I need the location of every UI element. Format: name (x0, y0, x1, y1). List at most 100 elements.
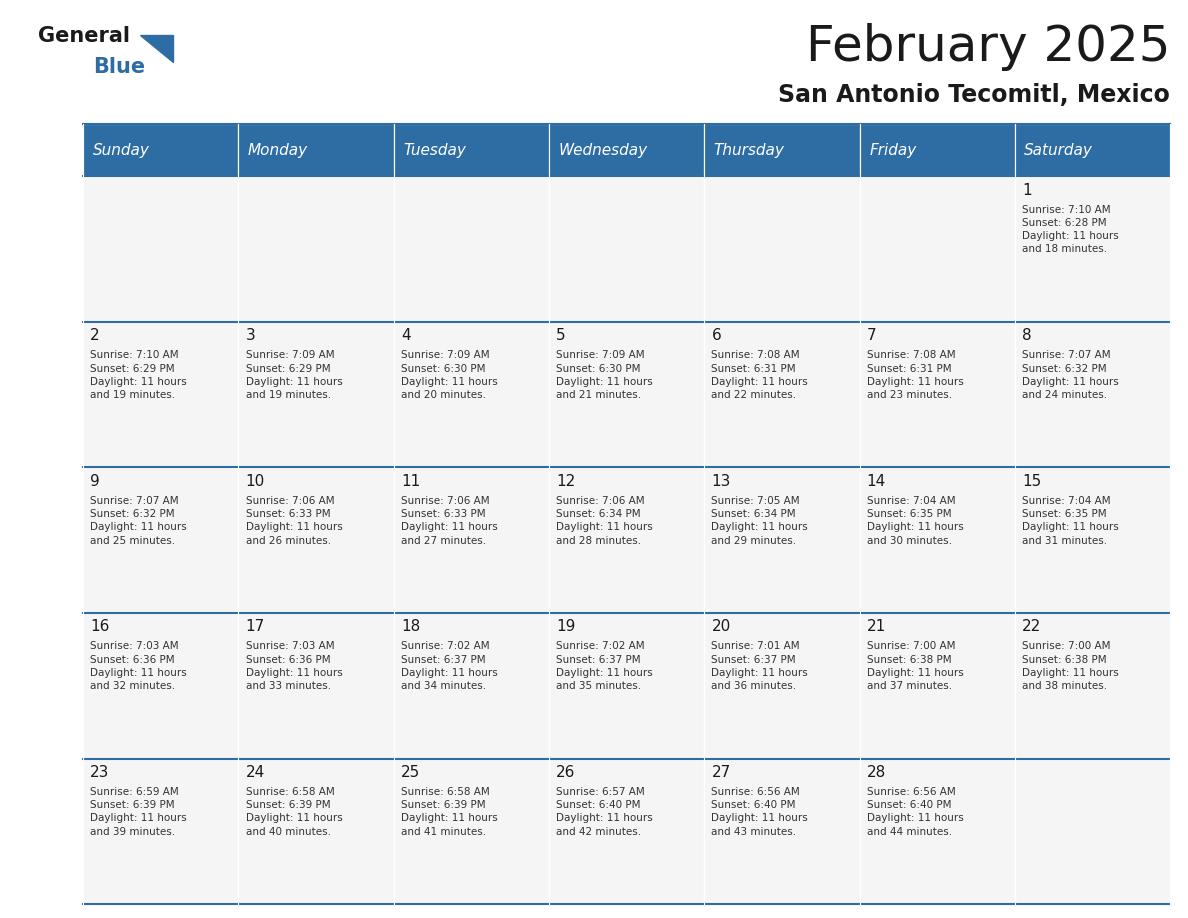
Text: Sunrise: 6:58 AM
Sunset: 6:39 PM
Daylight: 11 hours
and 41 minutes.: Sunrise: 6:58 AM Sunset: 6:39 PM Dayligh… (400, 787, 498, 836)
Text: 27: 27 (712, 765, 731, 780)
Text: February 2025: February 2025 (805, 23, 1170, 71)
Bar (393, 613, 549, 758)
Text: 7: 7 (867, 329, 877, 343)
Text: 19: 19 (556, 620, 575, 634)
Bar (393, 176, 549, 322)
Bar (393, 758, 549, 904)
Text: Sunrise: 7:02 AM
Sunset: 6:37 PM
Daylight: 11 hours
and 35 minutes.: Sunrise: 7:02 AM Sunset: 6:37 PM Dayligh… (556, 642, 653, 691)
Polygon shape (140, 35, 173, 62)
Text: 9: 9 (90, 474, 100, 489)
Bar (860, 322, 1015, 467)
Text: Sunrise: 6:59 AM
Sunset: 6:39 PM
Daylight: 11 hours
and 39 minutes.: Sunrise: 6:59 AM Sunset: 6:39 PM Dayligh… (90, 787, 187, 836)
Bar (239, 176, 393, 322)
Text: 25: 25 (400, 765, 421, 780)
Text: Sunrise: 7:03 AM
Sunset: 6:36 PM
Daylight: 11 hours
and 33 minutes.: Sunrise: 7:03 AM Sunset: 6:36 PM Dayligh… (246, 642, 342, 691)
Text: 5: 5 (556, 329, 565, 343)
Text: Saturday: Saturday (1024, 142, 1093, 158)
Text: 15: 15 (1022, 474, 1041, 489)
Text: 28: 28 (867, 765, 886, 780)
Bar (704, 322, 860, 467)
Text: Sunrise: 7:01 AM
Sunset: 6:37 PM
Daylight: 11 hours
and 36 minutes.: Sunrise: 7:01 AM Sunset: 6:37 PM Dayligh… (712, 642, 808, 691)
Bar (83, 124, 239, 176)
Text: 26: 26 (556, 765, 575, 780)
Text: Sunrise: 7:06 AM
Sunset: 6:33 PM
Daylight: 11 hours
and 27 minutes.: Sunrise: 7:06 AM Sunset: 6:33 PM Dayligh… (400, 496, 498, 545)
Bar (83, 176, 239, 322)
Text: Sunrise: 7:03 AM
Sunset: 6:36 PM
Daylight: 11 hours
and 32 minutes.: Sunrise: 7:03 AM Sunset: 6:36 PM Dayligh… (90, 642, 187, 691)
Text: Sunrise: 7:06 AM
Sunset: 6:33 PM
Daylight: 11 hours
and 26 minutes.: Sunrise: 7:06 AM Sunset: 6:33 PM Dayligh… (246, 496, 342, 545)
Text: Sunrise: 6:58 AM
Sunset: 6:39 PM
Daylight: 11 hours
and 40 minutes.: Sunrise: 6:58 AM Sunset: 6:39 PM Dayligh… (246, 787, 342, 836)
Text: 17: 17 (246, 620, 265, 634)
Text: 24: 24 (246, 765, 265, 780)
Bar (549, 613, 704, 758)
Text: Sunrise: 6:57 AM
Sunset: 6:40 PM
Daylight: 11 hours
and 42 minutes.: Sunrise: 6:57 AM Sunset: 6:40 PM Dayligh… (556, 787, 653, 836)
Bar (83, 758, 239, 904)
Bar (704, 613, 860, 758)
Text: Thursday: Thursday (714, 142, 785, 158)
Text: 11: 11 (400, 474, 421, 489)
Text: 2: 2 (90, 329, 100, 343)
Text: General: General (38, 26, 129, 46)
Text: 22: 22 (1022, 620, 1041, 634)
Text: Sunrise: 7:09 AM
Sunset: 6:30 PM
Daylight: 11 hours
and 21 minutes.: Sunrise: 7:09 AM Sunset: 6:30 PM Dayligh… (556, 351, 653, 400)
Text: 14: 14 (867, 474, 886, 489)
Text: 20: 20 (712, 620, 731, 634)
Text: Sunrise: 7:07 AM
Sunset: 6:32 PM
Daylight: 11 hours
and 24 minutes.: Sunrise: 7:07 AM Sunset: 6:32 PM Dayligh… (1022, 351, 1119, 400)
Text: 6: 6 (712, 329, 721, 343)
Bar (1015, 613, 1170, 758)
Bar (860, 176, 1015, 322)
Bar (1015, 124, 1170, 176)
Text: Monday: Monday (248, 142, 308, 158)
Bar (239, 322, 393, 467)
Text: 1: 1 (1022, 183, 1031, 197)
Bar (860, 467, 1015, 613)
Text: Sunrise: 6:56 AM
Sunset: 6:40 PM
Daylight: 11 hours
and 44 minutes.: Sunrise: 6:56 AM Sunset: 6:40 PM Dayligh… (867, 787, 963, 836)
Bar (239, 467, 393, 613)
Bar (393, 124, 549, 176)
Bar (860, 124, 1015, 176)
Bar (239, 124, 393, 176)
Bar (704, 758, 860, 904)
Text: Sunrise: 7:09 AM
Sunset: 6:29 PM
Daylight: 11 hours
and 19 minutes.: Sunrise: 7:09 AM Sunset: 6:29 PM Dayligh… (246, 351, 342, 400)
Text: 16: 16 (90, 620, 109, 634)
Bar (549, 758, 704, 904)
Text: Sunrise: 6:56 AM
Sunset: 6:40 PM
Daylight: 11 hours
and 43 minutes.: Sunrise: 6:56 AM Sunset: 6:40 PM Dayligh… (712, 787, 808, 836)
Bar (704, 176, 860, 322)
Text: 23: 23 (90, 765, 109, 780)
Bar (1015, 322, 1170, 467)
Bar (860, 758, 1015, 904)
Text: 18: 18 (400, 620, 421, 634)
Text: 21: 21 (867, 620, 886, 634)
Text: Blue: Blue (93, 57, 145, 77)
Text: Sunrise: 7:02 AM
Sunset: 6:37 PM
Daylight: 11 hours
and 34 minutes.: Sunrise: 7:02 AM Sunset: 6:37 PM Dayligh… (400, 642, 498, 691)
Text: Friday: Friday (870, 142, 916, 158)
Bar (1015, 467, 1170, 613)
Text: San Antonio Tecomitl, Mexico: San Antonio Tecomitl, Mexico (778, 83, 1170, 106)
Bar (393, 322, 549, 467)
Text: 12: 12 (556, 474, 575, 489)
Text: Sunrise: 7:05 AM
Sunset: 6:34 PM
Daylight: 11 hours
and 29 minutes.: Sunrise: 7:05 AM Sunset: 6:34 PM Dayligh… (712, 496, 808, 545)
Text: Sunrise: 7:04 AM
Sunset: 6:35 PM
Daylight: 11 hours
and 31 minutes.: Sunrise: 7:04 AM Sunset: 6:35 PM Dayligh… (1022, 496, 1119, 545)
Text: Sunrise: 7:04 AM
Sunset: 6:35 PM
Daylight: 11 hours
and 30 minutes.: Sunrise: 7:04 AM Sunset: 6:35 PM Dayligh… (867, 496, 963, 545)
Bar (860, 613, 1015, 758)
Text: 4: 4 (400, 329, 411, 343)
Bar (549, 124, 704, 176)
Text: Wednesday: Wednesday (558, 142, 647, 158)
Text: Tuesday: Tuesday (403, 142, 466, 158)
Text: Sunrise: 7:07 AM
Sunset: 6:32 PM
Daylight: 11 hours
and 25 minutes.: Sunrise: 7:07 AM Sunset: 6:32 PM Dayligh… (90, 496, 187, 545)
Text: Sunrise: 7:10 AM
Sunset: 6:28 PM
Daylight: 11 hours
and 18 minutes.: Sunrise: 7:10 AM Sunset: 6:28 PM Dayligh… (1022, 205, 1119, 254)
Text: Sunrise: 7:10 AM
Sunset: 6:29 PM
Daylight: 11 hours
and 19 minutes.: Sunrise: 7:10 AM Sunset: 6:29 PM Dayligh… (90, 351, 187, 400)
Text: 8: 8 (1022, 329, 1031, 343)
Bar (83, 613, 239, 758)
Text: Sunrise: 7:08 AM
Sunset: 6:31 PM
Daylight: 11 hours
and 22 minutes.: Sunrise: 7:08 AM Sunset: 6:31 PM Dayligh… (712, 351, 808, 400)
Text: Sunrise: 7:09 AM
Sunset: 6:30 PM
Daylight: 11 hours
and 20 minutes.: Sunrise: 7:09 AM Sunset: 6:30 PM Dayligh… (400, 351, 498, 400)
Bar (1015, 758, 1170, 904)
Bar (1015, 176, 1170, 322)
Text: Sunrise: 7:08 AM
Sunset: 6:31 PM
Daylight: 11 hours
and 23 minutes.: Sunrise: 7:08 AM Sunset: 6:31 PM Dayligh… (867, 351, 963, 400)
Text: 10: 10 (246, 474, 265, 489)
Bar (549, 176, 704, 322)
Text: Sunday: Sunday (93, 142, 150, 158)
Bar (83, 467, 239, 613)
Text: Sunrise: 7:00 AM
Sunset: 6:38 PM
Daylight: 11 hours
and 37 minutes.: Sunrise: 7:00 AM Sunset: 6:38 PM Dayligh… (867, 642, 963, 691)
Text: 3: 3 (246, 329, 255, 343)
Bar (239, 613, 393, 758)
